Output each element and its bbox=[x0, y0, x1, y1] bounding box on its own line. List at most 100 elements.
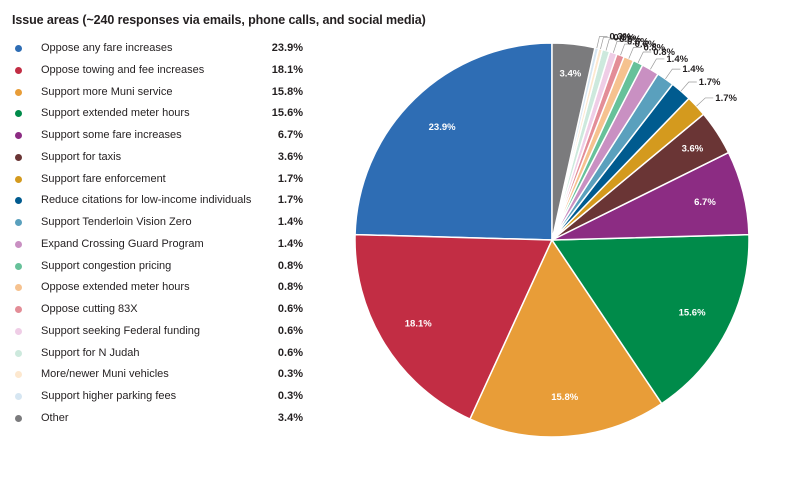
slice-label: 0.6% bbox=[627, 36, 649, 47]
leader-line bbox=[596, 36, 608, 49]
legend-item: Expand Crossing Guard Program 1.4% bbox=[13, 236, 313, 258]
legend-value: 0.6% bbox=[277, 324, 303, 337]
legend-swatch bbox=[15, 153, 22, 161]
legend-label: Support congestion pricing bbox=[41, 259, 172, 272]
slice-label: 15.6% bbox=[679, 307, 706, 318]
slice-label: 0.3% bbox=[613, 32, 635, 43]
legend-label: Support fare enforcement bbox=[41, 172, 166, 185]
legend-label: Support Tenderloin Vision Zero bbox=[41, 216, 192, 228]
legend-swatch bbox=[15, 197, 22, 205]
legend-item: Support more Muni service 15.8% bbox=[13, 84, 313, 106]
legend-item: Support some fare increases 6.7% bbox=[13, 127, 313, 149]
legend-value: 3.6% bbox=[277, 150, 303, 163]
leader-line bbox=[620, 43, 633, 56]
legend-value: 3.4% bbox=[277, 411, 303, 424]
leader-line bbox=[628, 47, 642, 59]
slice-label: 0.6% bbox=[619, 34, 641, 45]
slice-label: 3.6% bbox=[682, 144, 704, 155]
legend-item: Support higher parking fees 0.3% bbox=[13, 388, 313, 410]
leader-line bbox=[612, 41, 626, 53]
legend-label: Support extended meter hours bbox=[41, 107, 190, 120]
slice-label: 6.7% bbox=[694, 197, 716, 208]
legend-item: Oppose extended meter hours 0.8% bbox=[13, 279, 313, 301]
legend-value: 0.6% bbox=[277, 303, 303, 315]
leader-line bbox=[650, 58, 665, 70]
legend-item: Support for N Judah 0.6% bbox=[13, 345, 313, 367]
legend-item: Reduce citations for low-income individu… bbox=[13, 192, 313, 214]
slice-label: 18.1% bbox=[405, 318, 432, 329]
legend-swatch bbox=[15, 284, 22, 292]
pie-slice bbox=[551, 42, 596, 241]
legend-label: Reduce citations for low-income individu… bbox=[41, 194, 252, 207]
legend-value: 23.9% bbox=[271, 42, 303, 54]
legend-value: 1.4% bbox=[277, 216, 303, 228]
legend-swatch bbox=[15, 88, 22, 96]
leader-line bbox=[696, 97, 714, 107]
slice-label: 23.9% bbox=[429, 122, 456, 133]
legend-swatch bbox=[15, 110, 22, 118]
chart-title: Issue areas (~240 responses via emails, … bbox=[12, 13, 426, 27]
pie-slice bbox=[354, 42, 553, 241]
legend-value: 1.4% bbox=[277, 237, 303, 250]
slice-label: 1.4% bbox=[682, 64, 704, 75]
slice-label: 0.8% bbox=[643, 43, 665, 54]
leader-line bbox=[600, 37, 612, 50]
leader-line bbox=[637, 51, 652, 63]
legend-swatch bbox=[15, 132, 22, 139]
legend-label: Expand Crossing Guard Program bbox=[41, 237, 204, 250]
legend-value: 0.3% bbox=[277, 368, 303, 381]
legend-swatch bbox=[15, 262, 22, 270]
legend-swatch bbox=[15, 66, 22, 74]
slice-label: 0.8% bbox=[653, 47, 675, 58]
legend-item: Oppose any fare increases 23.9% bbox=[13, 40, 313, 62]
legend-label: Support for taxis bbox=[41, 150, 122, 163]
legend-value: 0.8% bbox=[277, 281, 303, 294]
legend-value: 15.8% bbox=[271, 85, 303, 98]
leader-line bbox=[665, 68, 681, 80]
legend-swatch bbox=[15, 414, 22, 422]
legend-label: More/newer Muni vehicles bbox=[41, 368, 169, 381]
legend-swatch bbox=[15, 327, 22, 335]
legend-value: 18.1% bbox=[271, 63, 303, 76]
pie-slice bbox=[468, 238, 663, 438]
slice-label: 0.3% bbox=[609, 31, 631, 42]
legend-swatch bbox=[15, 371, 22, 379]
legend-item: Support congestion pricing 0.8% bbox=[13, 258, 313, 280]
legend-item: Support seeking Federal funding 0.6% bbox=[13, 323, 313, 345]
legend-label: Other bbox=[41, 411, 69, 424]
legend-swatch bbox=[15, 306, 22, 313]
slice-label: 0.6% bbox=[635, 39, 657, 50]
legend-swatch bbox=[15, 219, 22, 226]
legend-item: Support for taxis 3.6% bbox=[13, 149, 313, 171]
legend-label: Oppose any fare increases bbox=[41, 42, 173, 54]
legend-item: Support extended meter hours 15.6% bbox=[13, 105, 313, 127]
legend-value: 6.7% bbox=[277, 129, 303, 141]
leader-line bbox=[605, 38, 618, 51]
slice-label: 1.4% bbox=[666, 54, 688, 65]
legend-label: Support some fare increases bbox=[41, 129, 182, 141]
legend-label: Support more Muni service bbox=[41, 85, 173, 98]
legend-swatch bbox=[15, 349, 22, 357]
pie-slice bbox=[550, 233, 750, 405]
legend-label: Support seeking Federal funding bbox=[41, 324, 200, 337]
legend-item: Support Tenderloin Vision Zero 1.4% bbox=[13, 214, 313, 236]
leader-line bbox=[680, 81, 697, 92]
legend: Oppose any fare increases 23.9% Oppose tow… bbox=[13, 40, 313, 432]
legend-label: Support for N Judah bbox=[41, 346, 140, 359]
slice-label: 1.7% bbox=[699, 77, 721, 88]
legend-label: Oppose towing and fee increases bbox=[41, 63, 205, 76]
legend-label: Support higher parking fees bbox=[41, 390, 177, 402]
legend-value: 0.8% bbox=[277, 259, 303, 272]
slice-label: 1.7% bbox=[715, 93, 737, 104]
legend-value: 0.6% bbox=[277, 346, 303, 359]
legend-value: 15.6% bbox=[271, 107, 303, 120]
legend-item: Oppose cutting 83X 0.6% bbox=[13, 301, 313, 323]
legend-swatch bbox=[15, 175, 22, 183]
legend-value: 1.7% bbox=[277, 172, 303, 185]
pie-slice bbox=[354, 233, 554, 421]
legend-value: 1.7% bbox=[277, 194, 303, 207]
legend-item: More/newer Muni vehicles 0.3% bbox=[13, 366, 313, 388]
legend-item: Oppose towing and fee increases 18.1% bbox=[13, 62, 313, 84]
legend-label: Oppose extended meter hours bbox=[41, 281, 190, 294]
